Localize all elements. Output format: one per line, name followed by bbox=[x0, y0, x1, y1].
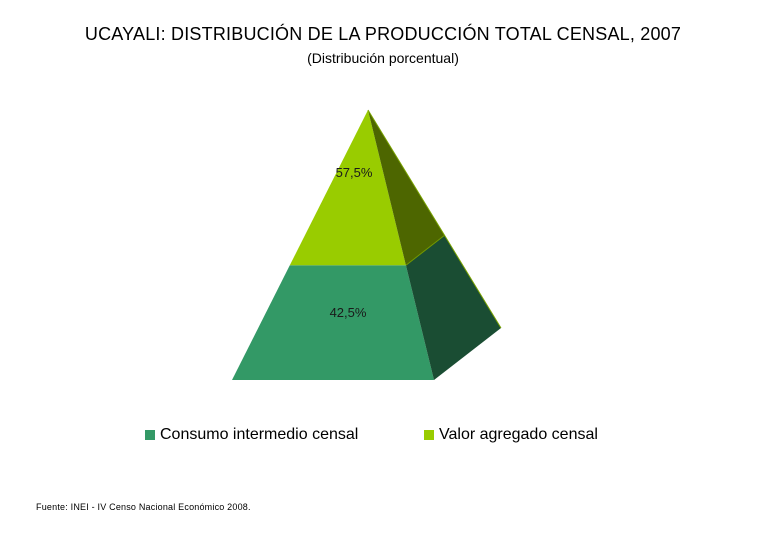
chart-title: UCAYALI: DISTRIBUCIÓN DE LA PRODUCCIÓN T… bbox=[84, 24, 682, 44]
data-label-consumo-intermedio: 42,5% bbox=[330, 305, 367, 320]
legend-item-consumo-intermedio: Consumo intermedio censal bbox=[145, 426, 358, 444]
pyramid-top-side-face bbox=[368, 110, 445, 266]
pyramid-top-front-face bbox=[289, 110, 406, 266]
data-label-valor-agregado: 57,5% bbox=[336, 165, 373, 180]
legend-label-consumo-intermedio: Consumo intermedio censal bbox=[160, 426, 359, 443]
source-note: Fuente: INEI - IV Censo Nacional Económi… bbox=[36, 502, 251, 512]
pyramid-edge bbox=[367, 109, 502, 329]
chart-subtitle: (Distribución porcentual) bbox=[307, 50, 459, 66]
legend-item-valor-agregado: Valor agregado censal bbox=[424, 426, 598, 444]
pyramid-bottom-front-face bbox=[232, 265, 434, 380]
legend-label-valor-agregado: Valor agregado censal bbox=[439, 426, 598, 443]
legend-swatch-consumo-intermedio bbox=[145, 430, 155, 440]
pyramid-bottom-side-face bbox=[405, 235, 501, 380]
pyramid-split-edge bbox=[405, 234, 445, 266]
legend-swatch-valor-agregado bbox=[424, 430, 434, 440]
